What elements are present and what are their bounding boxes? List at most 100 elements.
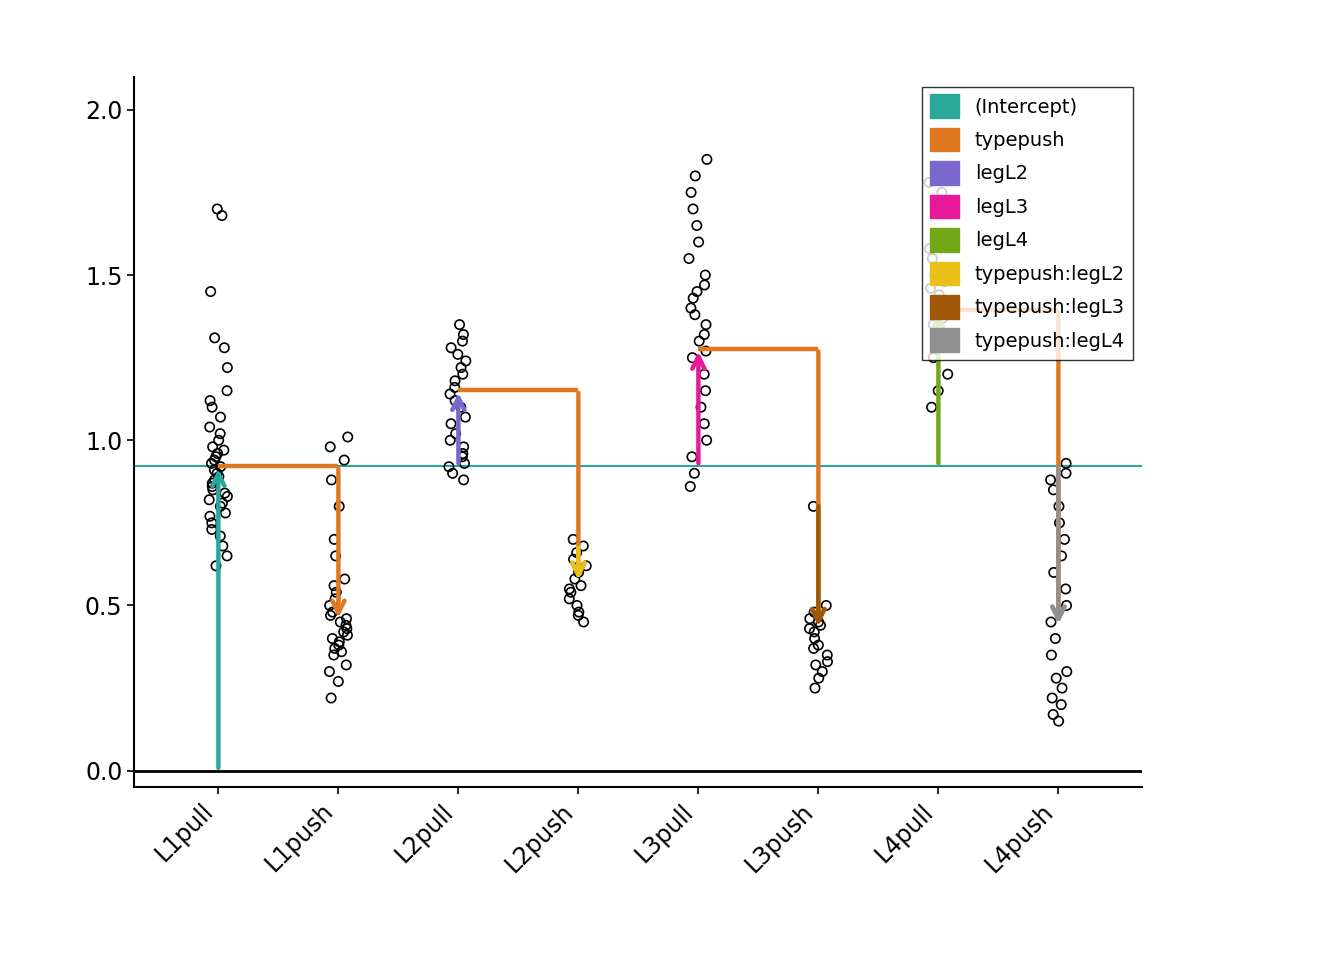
Point	[206, 558, 227, 573]
Point	[688, 234, 710, 250]
Point	[575, 558, 597, 573]
Point	[559, 591, 581, 607]
Point	[319, 664, 340, 680]
Point	[919, 241, 941, 256]
Point	[216, 548, 238, 564]
Point	[328, 674, 349, 689]
Point	[325, 585, 347, 600]
Point	[456, 353, 477, 369]
Point	[560, 585, 582, 600]
Point	[450, 399, 472, 415]
Point	[199, 509, 220, 524]
Point	[809, 617, 831, 633]
Point	[930, 300, 952, 316]
Point	[445, 373, 466, 389]
Point	[919, 280, 941, 296]
Point	[321, 631, 343, 646]
Point	[1056, 664, 1078, 680]
Point	[798, 621, 820, 636]
Point	[336, 628, 358, 643]
Point	[199, 492, 220, 508]
Point	[566, 598, 587, 613]
Point	[683, 291, 704, 306]
Point	[442, 466, 464, 481]
Point	[804, 631, 825, 646]
Point	[691, 399, 712, 415]
Point	[1051, 548, 1073, 564]
Point	[931, 310, 953, 325]
Point	[694, 277, 715, 293]
Point	[1042, 690, 1063, 706]
Point	[933, 326, 954, 342]
Point	[202, 399, 223, 415]
Point	[453, 439, 474, 454]
Point	[918, 175, 939, 190]
Point	[808, 614, 829, 630]
Point	[202, 439, 223, 454]
Point	[208, 433, 230, 448]
Point	[1055, 466, 1077, 481]
Point	[320, 690, 341, 706]
Point	[324, 578, 345, 593]
Point	[927, 383, 949, 398]
Point	[680, 184, 702, 200]
Point	[211, 208, 233, 224]
Point	[336, 621, 358, 636]
Point	[206, 449, 227, 465]
Point	[684, 466, 706, 481]
Point	[453, 326, 474, 342]
Point	[331, 644, 352, 660]
Point	[808, 637, 829, 653]
Point	[202, 522, 223, 538]
Point	[210, 410, 231, 425]
Point	[202, 516, 223, 531]
Point	[210, 459, 231, 474]
Point	[804, 624, 825, 639]
Point	[319, 598, 340, 613]
Legend: (Intercept), typepush, legL2, legL3, legL4, typepush:legL2, typepush:legL3, type: (Intercept), typepush, legL2, legL3, leg…	[922, 86, 1133, 360]
Point	[694, 326, 715, 342]
Point	[688, 333, 710, 348]
Point	[216, 383, 238, 398]
Point	[452, 333, 473, 348]
Point	[199, 393, 220, 408]
Point	[325, 548, 347, 564]
Point	[804, 605, 825, 620]
Point	[321, 472, 343, 488]
Point	[1043, 707, 1064, 722]
Point	[1048, 516, 1070, 531]
Point	[683, 202, 704, 217]
Point	[573, 539, 594, 554]
Point	[216, 489, 238, 504]
Point	[454, 456, 476, 471]
Point	[564, 571, 586, 587]
Point	[202, 482, 223, 497]
Point	[695, 268, 716, 283]
Point	[333, 624, 355, 639]
Point	[685, 218, 707, 233]
Point	[214, 340, 235, 355]
Point	[695, 344, 716, 359]
Point	[335, 617, 356, 633]
Point	[566, 545, 587, 561]
Point	[323, 647, 344, 662]
Point	[324, 640, 345, 656]
Point	[207, 202, 228, 217]
Point	[441, 340, 462, 355]
Point	[1046, 670, 1067, 685]
Point	[204, 330, 226, 346]
Point	[215, 505, 237, 520]
Point	[922, 317, 943, 332]
Point	[199, 420, 220, 435]
Point	[328, 637, 349, 653]
Point	[320, 608, 341, 623]
Point	[1056, 598, 1078, 613]
Point	[679, 251, 700, 266]
Point	[687, 284, 708, 300]
Point	[805, 658, 827, 673]
Point	[1048, 713, 1070, 729]
Point	[214, 443, 235, 458]
Point	[563, 552, 585, 567]
Point	[570, 578, 591, 593]
Point	[567, 564, 589, 580]
